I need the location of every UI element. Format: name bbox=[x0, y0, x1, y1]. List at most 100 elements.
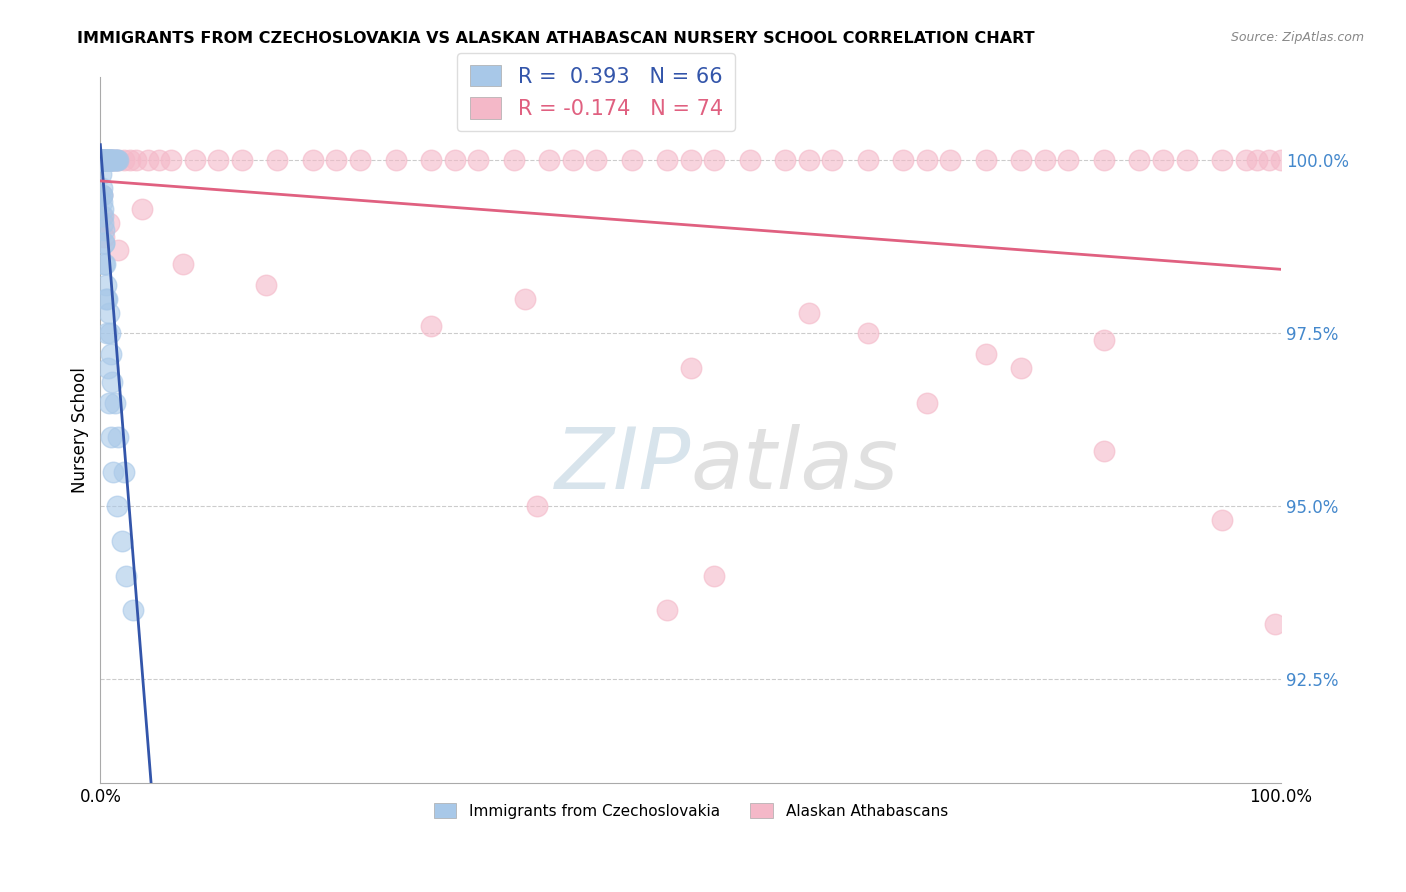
Immigrants from Czechoslovakia bbox=[94, 153, 117, 168]
Alaskan Athabascans bbox=[125, 153, 148, 168]
Immigrants from Czechoslovakia bbox=[91, 153, 114, 168]
Alaskan Athabascans bbox=[1152, 153, 1174, 168]
Immigrants from Czechoslovakia bbox=[94, 153, 117, 168]
Alaskan Athabascans bbox=[915, 395, 938, 409]
Alaskan Athabascans bbox=[96, 153, 118, 168]
Immigrants from Czechoslovakia bbox=[97, 361, 120, 376]
Immigrants from Czechoslovakia bbox=[94, 153, 117, 168]
Alaskan Athabascans bbox=[103, 153, 125, 168]
Immigrants from Czechoslovakia bbox=[98, 153, 121, 168]
Alaskan Athabascans bbox=[207, 153, 229, 168]
Immigrants from Czechoslovakia bbox=[91, 153, 114, 168]
Immigrants from Czechoslovakia bbox=[93, 153, 115, 168]
Immigrants from Czechoslovakia bbox=[90, 153, 112, 168]
Alaskan Athabascans bbox=[655, 153, 678, 168]
Alaskan Athabascans bbox=[738, 153, 761, 168]
Immigrants from Czechoslovakia bbox=[103, 153, 125, 168]
Immigrants from Czechoslovakia bbox=[90, 153, 112, 168]
Immigrants from Czechoslovakia bbox=[103, 395, 125, 409]
Alaskan Athabascans bbox=[112, 153, 135, 168]
Alaskan Athabascans bbox=[91, 188, 114, 202]
Alaskan Athabascans bbox=[526, 500, 548, 514]
Immigrants from Czechoslovakia bbox=[107, 153, 129, 168]
Immigrants from Czechoslovakia bbox=[90, 153, 112, 168]
Immigrants from Czechoslovakia bbox=[101, 375, 124, 389]
Immigrants from Czechoslovakia bbox=[94, 153, 117, 168]
Alaskan Athabascans bbox=[856, 153, 879, 168]
Immigrants from Czechoslovakia bbox=[100, 430, 122, 444]
Immigrants from Czechoslovakia bbox=[91, 153, 114, 168]
Alaskan Athabascans bbox=[915, 153, 938, 168]
Y-axis label: Nursery School: Nursery School bbox=[72, 368, 89, 493]
Alaskan Athabascans bbox=[797, 305, 820, 319]
Alaskan Athabascans bbox=[90, 209, 112, 223]
Alaskan Athabascans bbox=[118, 153, 141, 168]
Alaskan Athabascans bbox=[1234, 153, 1257, 168]
Alaskan Athabascans bbox=[419, 153, 441, 168]
Alaskan Athabascans bbox=[91, 153, 114, 168]
Immigrants from Czechoslovakia bbox=[93, 153, 115, 168]
Alaskan Athabascans bbox=[1128, 153, 1150, 168]
Alaskan Athabascans bbox=[1092, 153, 1115, 168]
Alaskan Athabascans bbox=[1033, 153, 1056, 168]
Alaskan Athabascans bbox=[797, 153, 820, 168]
Immigrants from Czechoslovakia bbox=[91, 153, 114, 168]
Alaskan Athabascans bbox=[561, 153, 583, 168]
Alaskan Athabascans bbox=[184, 153, 207, 168]
Alaskan Athabascans bbox=[939, 153, 962, 168]
Immigrants from Czechoslovakia bbox=[90, 167, 112, 181]
Alaskan Athabascans bbox=[974, 153, 997, 168]
Immigrants from Czechoslovakia bbox=[98, 153, 121, 168]
Text: IMMIGRANTS FROM CZECHOSLOVAKIA VS ALASKAN ATHABASCAN NURSERY SCHOOL CORRELATION : IMMIGRANTS FROM CZECHOSLOVAKIA VS ALASKA… bbox=[77, 31, 1035, 46]
Alaskan Athabascans bbox=[93, 153, 115, 168]
Immigrants from Czechoslovakia bbox=[105, 153, 128, 168]
Immigrants from Czechoslovakia bbox=[97, 153, 120, 168]
Alaskan Athabascans bbox=[1258, 153, 1281, 168]
Alaskan Athabascans bbox=[891, 153, 914, 168]
Alaskan Athabascans bbox=[502, 153, 524, 168]
Immigrants from Czechoslovakia bbox=[110, 533, 132, 548]
Alaskan Athabascans bbox=[136, 153, 159, 168]
Immigrants from Czechoslovakia bbox=[100, 153, 122, 168]
Immigrants from Czechoslovakia bbox=[93, 222, 115, 236]
Immigrants from Czechoslovakia bbox=[90, 153, 112, 168]
Immigrants from Czechoslovakia bbox=[96, 153, 118, 168]
Alaskan Athabascans bbox=[419, 319, 441, 334]
Alaskan Athabascans bbox=[91, 153, 114, 168]
Immigrants from Czechoslovakia bbox=[96, 153, 118, 168]
Immigrants from Czechoslovakia bbox=[93, 153, 115, 168]
Alaskan Athabascans bbox=[537, 153, 560, 168]
Immigrants from Czechoslovakia bbox=[122, 603, 145, 617]
Alaskan Athabascans bbox=[160, 153, 183, 168]
Immigrants from Czechoslovakia bbox=[98, 395, 121, 409]
Alaskan Athabascans bbox=[515, 292, 537, 306]
Alaskan Athabascans bbox=[325, 153, 347, 168]
Immigrants from Czechoslovakia bbox=[96, 277, 118, 292]
Alaskan Athabascans bbox=[384, 153, 406, 168]
Alaskan Athabascans bbox=[585, 153, 607, 168]
Immigrants from Czechoslovakia bbox=[104, 153, 127, 168]
Alaskan Athabascans bbox=[231, 153, 253, 168]
Immigrants from Czechoslovakia bbox=[103, 465, 125, 479]
Alaskan Athabascans bbox=[107, 153, 129, 168]
Alaskan Athabascans bbox=[703, 568, 725, 582]
Alaskan Athabascans bbox=[93, 229, 115, 244]
Immigrants from Czechoslovakia bbox=[93, 236, 115, 251]
Alaskan Athabascans bbox=[90, 153, 112, 168]
Immigrants from Czechoslovakia bbox=[96, 153, 118, 168]
Alaskan Athabascans bbox=[974, 347, 997, 361]
Alaskan Athabascans bbox=[266, 153, 288, 168]
Alaskan Athabascans bbox=[1264, 616, 1286, 631]
Immigrants from Czechoslovakia bbox=[105, 500, 128, 514]
Alaskan Athabascans bbox=[1211, 153, 1233, 168]
Immigrants from Czechoslovakia bbox=[93, 257, 115, 271]
Legend: Immigrants from Czechoslovakia, Alaskan Athabascans: Immigrants from Czechoslovakia, Alaskan … bbox=[427, 797, 953, 825]
Alaskan Athabascans bbox=[1270, 153, 1292, 168]
Alaskan Athabascans bbox=[1092, 334, 1115, 348]
Immigrants from Czechoslovakia bbox=[96, 292, 118, 306]
Alaskan Athabascans bbox=[856, 326, 879, 341]
Alaskan Athabascans bbox=[90, 153, 112, 168]
Alaskan Athabascans bbox=[679, 361, 702, 376]
Immigrants from Czechoslovakia bbox=[91, 153, 114, 168]
Immigrants from Czechoslovakia bbox=[90, 181, 112, 195]
